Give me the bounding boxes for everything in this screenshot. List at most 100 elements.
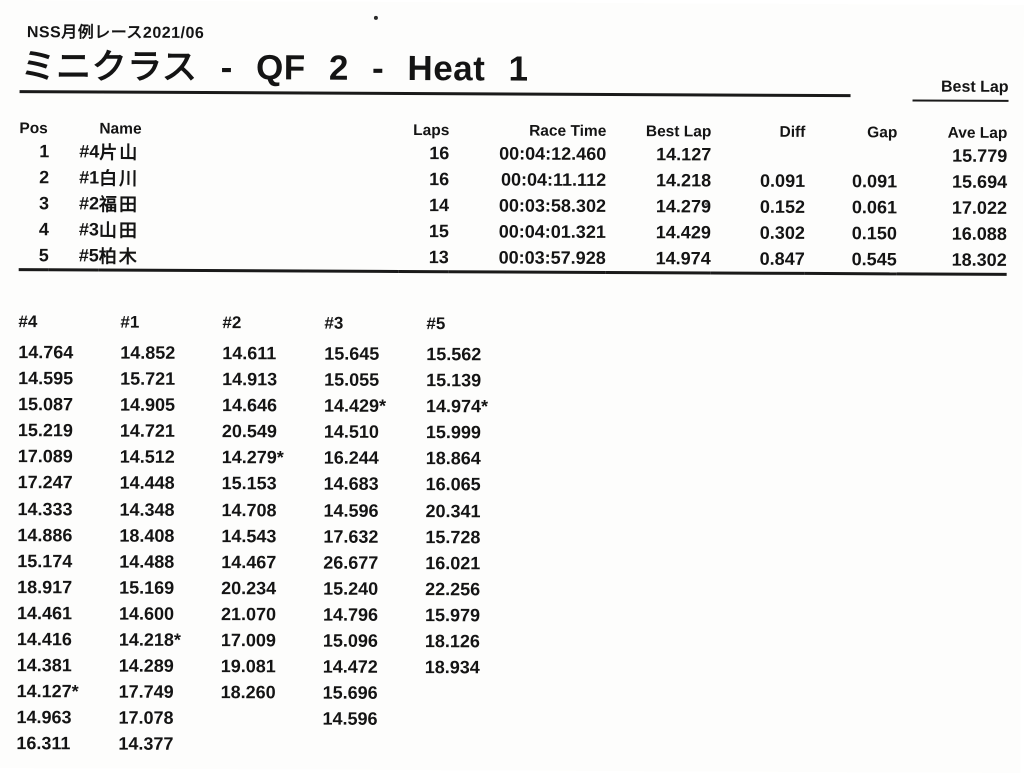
result-cell-ave-lap: 17.022 [951,197,1008,218]
results-table: Pos Name Laps Race Time Best Lap Diff Ga… [18,112,1008,276]
lap-time-value: 20.341 [425,500,481,521]
lap-time-value: 15.999 [425,422,482,443]
result-cell-car: #1 [79,166,100,187]
page-title: ミニクラス - QF 2 - Heat 1 [20,47,529,89]
result-cell-race-time: 00:03:58.302 [498,194,607,216]
lap-time-value: 14.796 [322,604,379,625]
lap-time-value: 14.852 [120,342,176,363]
lap-time-value: 15.139 [426,370,482,391]
lap-column-car-label: #1 [120,312,140,332]
result-cell-race-time: 00:03:57.928 [498,246,606,268]
result-cell-gap: 0.545 [851,248,897,269]
result-cell-race-time: 00:04:01.321 [498,220,606,242]
lap-column-car-label: #3 [324,313,344,333]
lap-time-value: 17.632 [323,526,379,547]
lap-time-value: 14.333 [17,498,73,519]
result-cell-gap: 0.061 [851,196,898,217]
lap-column-2: #2 14.611 14.913 14.646 20.549 14.279* 15.153 1… [220,310,324,758]
lap-time-value: 15.096 [322,630,378,651]
lap-column-car-label: #4 [18,312,38,332]
col-header-diff: Diff [779,123,806,141]
results-tbody: 1 #4 片山 16 00:04:12.460 14.127 15.779 2 #1 白川 16 00… [19,138,1008,274]
result-cell-car: #3 [78,218,99,239]
title-divider-rule [19,90,851,98]
result-cell-car: #4 [79,140,100,161]
lap-time-value: 17.749 [118,681,174,703]
lap-time-value: 14.543 [221,525,277,547]
result-cell-diff: 0.847 [759,248,805,269]
result-row: 5 #5 柏木 13 00:03:57.928 14.974 0.847 0.545 18.30… [19,242,1007,274]
lap-time-value: 14.963 [16,707,72,728]
result-cell-laps: 14 [428,194,450,215]
lap-time-value: 15.055 [324,369,380,390]
result-cell-name: 柏木 [98,246,139,267]
result-cell-best-lap: 14.218 [656,169,712,190]
lap-time-value: 14.218* [118,629,181,650]
result-cell-laps: 13 [428,246,449,267]
lap-time-value: 15.169 [119,577,175,598]
lap-time-value: 18.934 [424,657,480,678]
lap-time-value: 14.913 [222,369,278,390]
result-cell-gap: 0.150 [851,222,897,243]
result-cell-name: 福田 [98,194,140,215]
lap-time-value: 15.728 [425,526,481,548]
lap-time-value: 14.596 [323,500,379,521]
result-cell-diff [711,141,805,167]
lap-time-value: 15.721 [120,368,176,389]
lap-time-value: 18.864 [425,448,481,469]
lap-time-value: 16.065 [425,474,481,495]
lap-column-3: #3 15.645 15.055 14.429* 14.510 16.244 14.683 1… [322,311,426,759]
lap-time-value: 14.488 [119,551,175,572]
result-cell-name: 白川 [99,168,140,189]
lap-time-value: 18.126 [424,631,480,652]
lap-time-value: 14.646 [221,395,278,416]
lap-time-value: 14.510 [323,421,380,443]
lap-time-value: 15.087 [17,394,74,415]
lap-column-car-label: #2 [222,313,242,333]
lap-time-value: 17.089 [17,446,73,467]
lap-time-value: 15.153 [221,473,277,494]
lap-time-value: 16.021 [425,552,481,574]
lap-time-value: 14.596 [322,708,378,730]
result-cell-gap: 0.091 [852,170,898,191]
lap-time-value: 14.448 [119,473,175,494]
col-header-ave-lap: Ave Lap [947,124,1008,142]
lap-time-value: 14.377 [118,733,174,755]
lap-time-value: 16.311 [16,733,71,754]
lap-time-value: 18.408 [119,525,175,546]
lap-time-value: 15.645 [324,343,380,364]
lap-time-value: 18.260 [220,682,276,703]
lap-time-value: 14.279* [221,447,284,468]
result-cell-diff: 0.152 [759,196,806,217]
col-header-laps: Laps [413,122,450,140]
lap-time-value: 14.467 [221,551,277,573]
result-cell-best-lap: 14.127 [656,143,712,164]
lap-time-value: 17.009 [220,630,276,651]
result-cell-race-time: 00:04:12.460 [499,142,607,164]
lap-time-value: 26.677 [323,552,379,573]
lap-time-value: 14.348 [119,499,175,520]
lap-column-1: #1 14.852 15.721 14.905 14.721 14.512 14.448 14… [118,310,222,758]
result-cell-pos: 5 [38,244,49,265]
lap-column-5: #5 15.562 15.139 14.974* 15.999 18.864 16.065 2… [424,311,528,759]
lap-time-value: 14.289 [118,655,174,676]
result-cell-car: #5 [78,244,99,265]
lap-time-value: 15.562 [426,344,482,365]
result-cell-ave-lap: 15.779 [952,145,1008,166]
lap-time-value: 21.070 [220,604,277,625]
lap-time-value: 20.549 [221,421,278,442]
lap-time-value: 14.974* [425,396,489,417]
lap-time-value: 14.595 [18,368,74,389]
lap-time-value: 14.708 [221,499,277,520]
col-header-best-lap: Best Lap [645,123,712,141]
best-lap-corner-label: Best Lap [912,78,1009,102]
scan-artifact-dot [373,15,378,20]
lap-time-value: 15.979 [424,605,481,626]
lap-time-value: 14.512 [119,446,175,468]
lap-time-value: 20.234 [221,577,277,599]
lap-time-value: 16.244 [323,447,379,469]
result-cell-gap [805,142,897,168]
col-header-pos: Pos [19,120,48,138]
lap-column-car-label: #5 [426,314,446,334]
